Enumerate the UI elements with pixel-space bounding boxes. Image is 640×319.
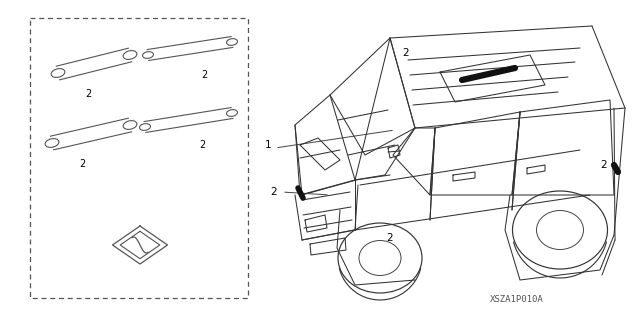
Text: 2: 2 — [271, 187, 277, 197]
Text: 1: 1 — [265, 140, 271, 150]
Text: XSZA1P010A: XSZA1P010A — [490, 295, 544, 305]
Text: 2: 2 — [79, 159, 85, 169]
Text: 2: 2 — [403, 48, 410, 58]
Text: 2: 2 — [201, 70, 207, 80]
Text: 2: 2 — [387, 233, 394, 243]
Text: 2: 2 — [199, 140, 205, 150]
Text: 2: 2 — [85, 89, 91, 99]
Text: 2: 2 — [601, 160, 607, 170]
